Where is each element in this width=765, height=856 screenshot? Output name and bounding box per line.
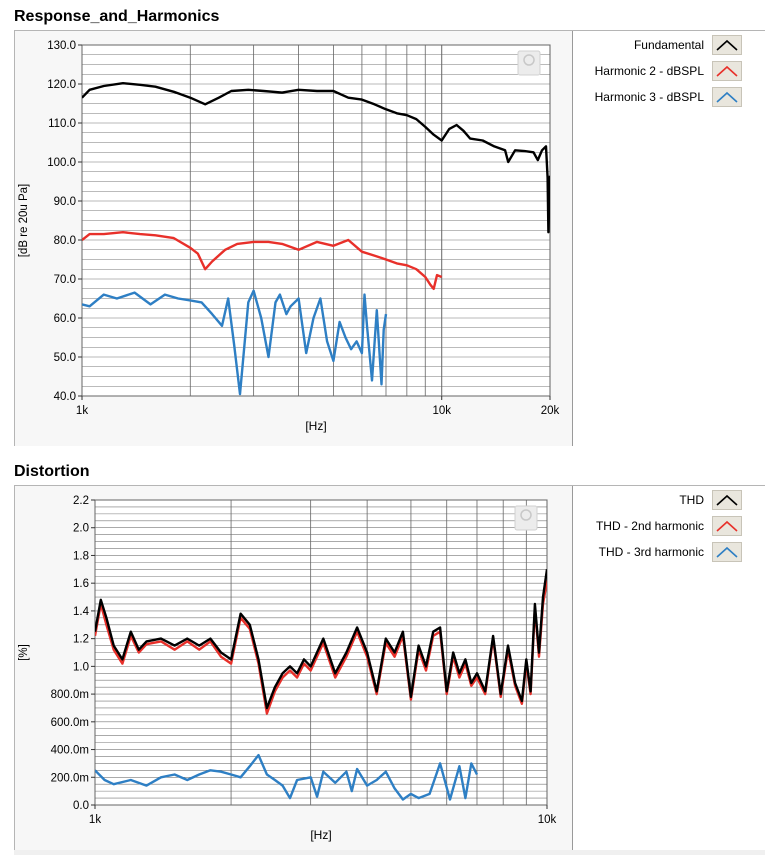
y-tick-label: 90.0	[54, 196, 76, 208]
chart-1-plot-area: 130.0 120.0 110.0 100.0 90.0 80.0 70.0 60.0 50.0…	[15, 31, 573, 446]
line-swatch-icon	[712, 542, 742, 562]
y-tick-label: 2.0	[73, 523, 89, 535]
grid-lines	[94, 499, 548, 806]
y-tick-label: 1.6	[73, 578, 89, 590]
distortion-chart-svg[interactable]: 2.2 2.0 1.8 1.6 1.4 1.2 1.0 800.0m 600.0m 400.0m 2…	[15, 486, 572, 851]
legend-label: THD	[679, 493, 704, 507]
x-axis: 1k 10k	[89, 805, 557, 826]
legend-label: THD - 2nd harmonic	[595, 519, 704, 533]
y-axis: 130.0 120.0 110.0 100.0 90.0 80.0 70.0 60.0 50.0…	[47, 40, 82, 403]
series-line-2	[82, 289, 388, 396]
y-tick-label: 60.0	[54, 313, 76, 325]
y-axis-label: [%]	[18, 644, 30, 661]
y-tick-label: 120.0	[47, 79, 76, 91]
y-tick-label: 70.0	[54, 274, 76, 286]
y-axis: 2.2 2.0 1.8 1.6 1.4 1.2 1.0 800.0m 600.0m 400.0m 2…	[51, 495, 95, 812]
chart-2-plot-area: 2.2 2.0 1.8 1.6 1.4 1.2 1.0 800.0m 600.0m 400.0m 2…	[15, 486, 573, 851]
x-tick-label: 20k	[541, 405, 560, 417]
legend-label: Harmonic 3 - dBSPL	[594, 90, 704, 104]
y-tick-label: 40.0	[54, 391, 76, 403]
status-strip	[14, 850, 765, 855]
chart-1-legend: Fundamental Harmonic 2 - dBSPL Harmonic …	[573, 31, 765, 446]
y-axis-label: [dB re 20u Pa]	[18, 184, 30, 258]
chart-2-legend: THD THD - 2nd harmonic THD - 3rd harmoni…	[573, 486, 765, 851]
line-swatch-icon	[712, 35, 742, 55]
legend-item-harmonic-2[interactable]: Harmonic 2 - dBSPL	[595, 60, 742, 82]
y-tick-label: 2.2	[73, 495, 89, 507]
chart-1-title: Response_and_Harmonics	[14, 8, 220, 25]
series-line-0	[82, 82, 550, 234]
chart-1-panel: 130.0 120.0 110.0 100.0 90.0 80.0 70.0 60.0 50.0…	[14, 30, 765, 446]
y-tick-label: 0.0	[73, 800, 89, 812]
y-tick-label: 1.0	[73, 661, 89, 673]
y-tick-label: 800.0m	[51, 689, 89, 701]
y-tick-label: 1.2	[73, 634, 89, 646]
x-axis-label: [Hz]	[305, 419, 326, 433]
line-swatch-icon	[712, 87, 742, 107]
line-swatch-icon	[712, 516, 742, 536]
legend-label: THD - 3rd harmonic	[598, 545, 704, 559]
legend-label: Fundamental	[633, 38, 704, 52]
x-tick-label: 10k	[432, 405, 451, 417]
y-tick-label: 100.0	[47, 157, 76, 169]
line-swatch-icon	[712, 490, 742, 510]
plot-tool-icon[interactable]	[517, 50, 541, 76]
y-tick-label: 130.0	[47, 40, 76, 52]
legend-item-thd-2nd[interactable]: THD - 2nd harmonic	[596, 515, 742, 537]
series-line-1	[82, 230, 443, 290]
y-tick-label: 1.8	[73, 550, 89, 562]
y-tick-label: 600.0m	[51, 717, 89, 729]
chart-2-title: Distortion	[14, 463, 90, 480]
y-tick-label: 80.0	[54, 235, 76, 247]
series-line-0	[95, 569, 547, 710]
x-tick-label: 10k	[538, 814, 557, 826]
series-line-2	[95, 753, 479, 801]
legend-item-fundamental[interactable]: Fundamental	[634, 34, 742, 56]
y-tick-label: 200.0m	[51, 772, 89, 784]
y-tick-label: 400.0m	[51, 745, 89, 757]
plot-tool-icon[interactable]	[514, 505, 538, 531]
line-swatch-icon	[712, 61, 742, 81]
x-tick-label: 1k	[89, 814, 101, 826]
x-axis-label: [Hz]	[310, 828, 331, 842]
x-axis: 1k 10k 20k	[76, 396, 560, 417]
response-chart-svg[interactable]: 130.0 120.0 110.0 100.0 90.0 80.0 70.0 60.0 50.0…	[15, 31, 572, 446]
chart-2-panel: 2.2 2.0 1.8 1.6 1.4 1.2 1.0 800.0m 600.0m 400.0m 2…	[14, 485, 765, 851]
legend-item-thd[interactable]: THD	[679, 489, 742, 511]
legend-item-thd-3rd[interactable]: THD - 3rd harmonic	[599, 541, 742, 563]
x-tick-label: 1k	[76, 405, 88, 417]
y-tick-label: 1.4	[73, 606, 90, 618]
y-tick-label: 110.0	[48, 118, 76, 130]
y-tick-label: 50.0	[54, 352, 76, 364]
legend-item-harmonic-3[interactable]: Harmonic 3 - dBSPL	[595, 86, 742, 108]
legend-label: Harmonic 2 - dBSPL	[594, 64, 704, 78]
